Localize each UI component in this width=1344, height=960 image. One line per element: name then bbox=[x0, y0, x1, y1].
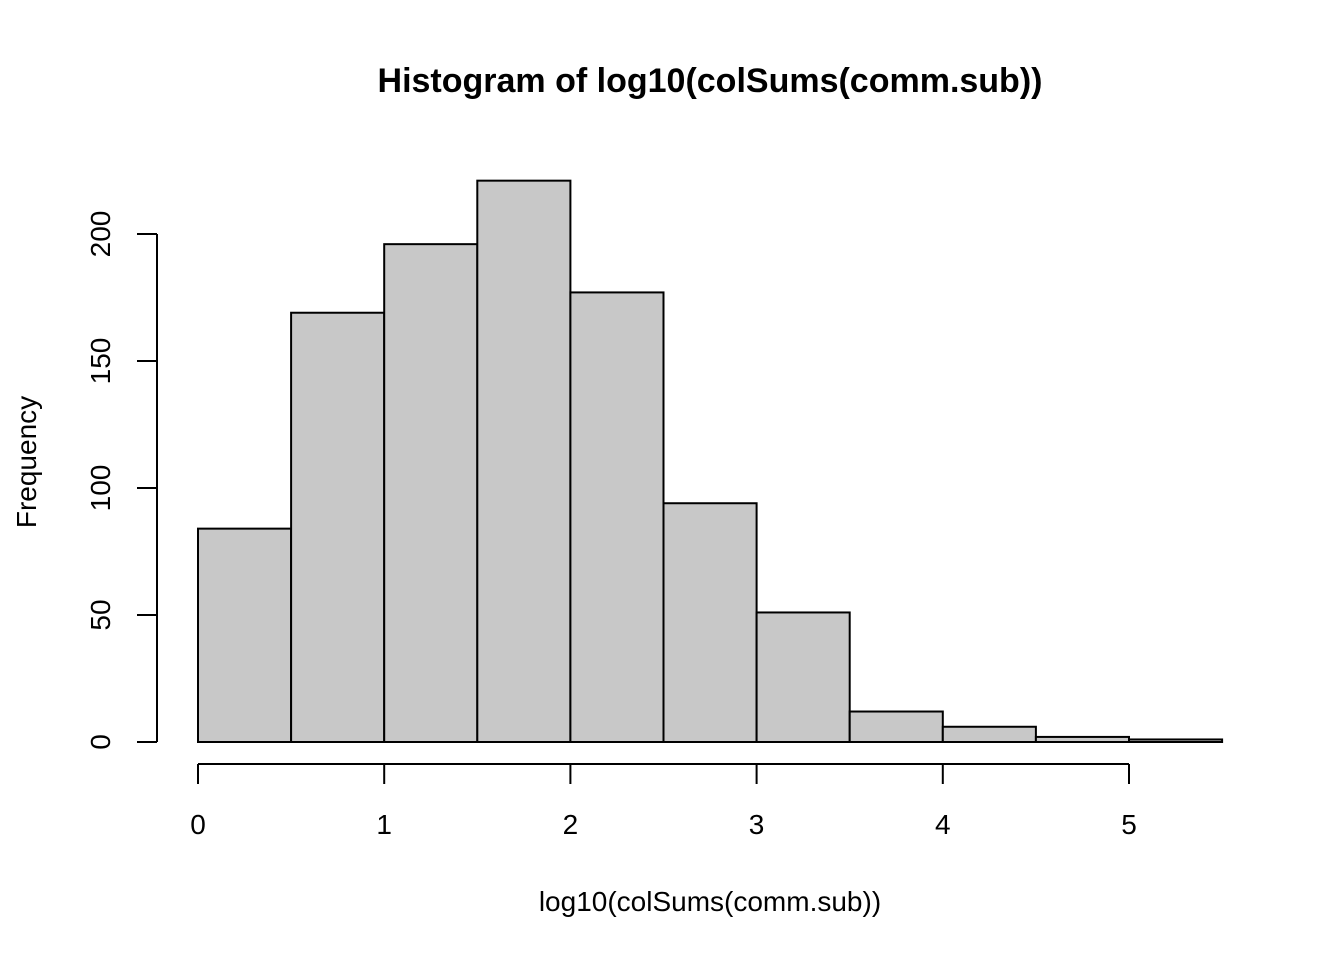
histogram-bar bbox=[290, 311, 386, 743]
histogram-bar bbox=[662, 502, 758, 743]
histogram-bar bbox=[1128, 738, 1224, 744]
x-tick-label: 0 bbox=[190, 809, 206, 840]
histogram-bar bbox=[383, 243, 479, 743]
histogram-bar bbox=[755, 611, 851, 744]
y-tick-label: 200 bbox=[85, 211, 116, 258]
y-axis: 0 50 100 150 200 bbox=[85, 211, 158, 750]
histogram-bar bbox=[476, 179, 572, 744]
chart-title: Histogram of log10(colSums(comm.sub)) bbox=[378, 62, 1043, 100]
histogram-bar bbox=[197, 527, 293, 744]
x-tick-label: 4 bbox=[935, 809, 951, 840]
histogram-bar bbox=[941, 725, 1037, 744]
histogram-bar bbox=[1034, 735, 1131, 743]
y-tick-label: 50 bbox=[85, 599, 116, 630]
x-axis: 0 1 2 3 4 5 bbox=[190, 763, 1137, 840]
histogram-bar bbox=[569, 291, 665, 743]
x-tick-label: 1 bbox=[376, 809, 392, 840]
histogram-bar bbox=[848, 710, 944, 744]
y-tick-label: 100 bbox=[85, 465, 116, 512]
y-axis-title: Frequency bbox=[11, 396, 42, 528]
bars-group bbox=[197, 179, 1224, 744]
x-axis-title: log10(colSums(comm.sub)) bbox=[539, 886, 881, 917]
y-tick-label: 150 bbox=[85, 338, 116, 385]
x-tick-label: 2 bbox=[563, 809, 579, 840]
x-tick-label: 3 bbox=[749, 809, 765, 840]
y-tick-label: 0 bbox=[85, 734, 116, 750]
x-tick-label: 5 bbox=[1121, 809, 1137, 840]
